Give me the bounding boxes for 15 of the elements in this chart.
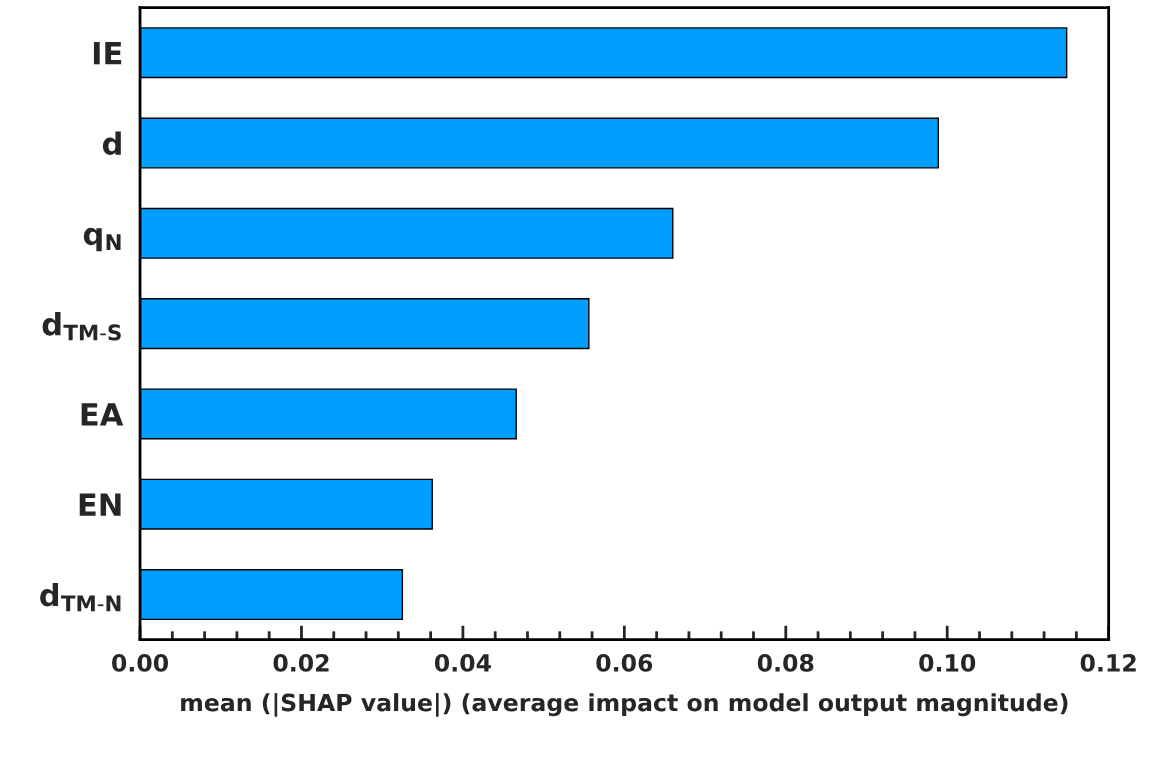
x-tick-label: 0.12 xyxy=(1080,653,1136,672)
y-tick-label: q$_{N}$ xyxy=(83,227,121,252)
y-tick-label: EA xyxy=(81,403,124,426)
x-tick-label: 0.02 xyxy=(273,653,329,672)
y-tick-label: d xyxy=(102,131,121,156)
y-tick-label: d$_{TM-N}$ xyxy=(40,582,121,612)
x-tick-label: 0.00 xyxy=(112,653,169,672)
y-tick-label: IE xyxy=(93,42,122,65)
x-tick-label: 0.06 xyxy=(596,653,653,672)
x-tick-label: 0.10 xyxy=(919,653,976,672)
x-tick-label: 0.08 xyxy=(757,653,814,672)
y-tick-label: EN xyxy=(79,493,121,516)
x-tick-label: 0.04 xyxy=(434,653,491,672)
x-axis-title: mean (|SHAP value|) (average impact on model output magnitude) xyxy=(181,693,1068,717)
y-tick-label: d$_{TM-S}$ xyxy=(42,312,121,341)
